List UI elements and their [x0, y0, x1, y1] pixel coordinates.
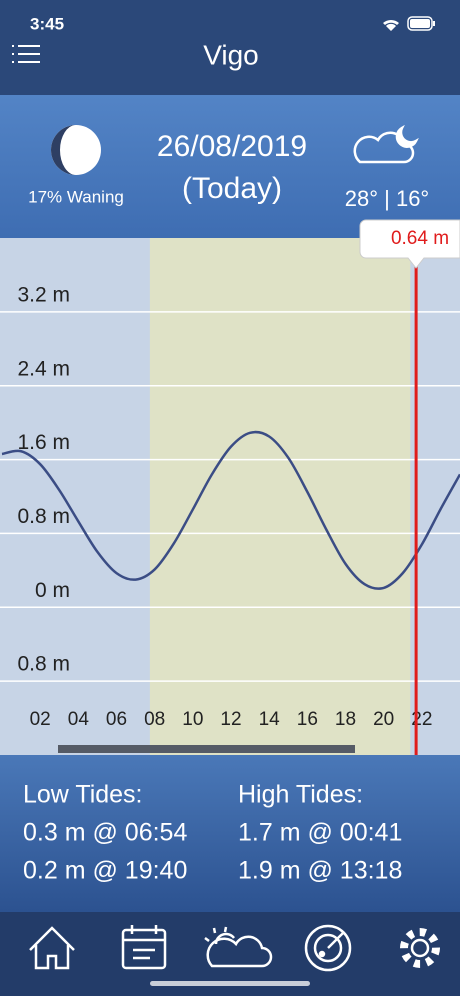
low-tides-title: Low Tides:: [23, 781, 143, 809]
high-tides-title: High Tides:: [238, 781, 363, 809]
x-tick-label: 06: [106, 709, 127, 730]
low-tide: 0.2 m @ 19:40: [23, 857, 187, 885]
value-callout: [359, 219, 460, 269]
y-tick-label: 0 m: [35, 579, 70, 602]
settings-tab[interactable]: [400, 928, 440, 968]
calendar-tab[interactable]: [121, 925, 167, 970]
high-tide: 1.7 m @ 00:41: [238, 819, 402, 847]
x-tick-label: 12: [220, 709, 241, 730]
low-tide: 0.3 m @ 06:54: [23, 819, 187, 847]
y-tick-label: 0.8 m: [17, 505, 70, 528]
weather-tab[interactable]: [204, 926, 273, 968]
y-tick-label: 0.8 m: [17, 653, 70, 676]
status-icons: [383, 16, 435, 31]
scroll-indicator: [58, 745, 355, 753]
y-tick-label: 3.2 m: [17, 283, 70, 306]
x-tick-label: 14: [259, 709, 281, 730]
date: 26/08/2019: [157, 130, 307, 163]
moon-icon: [51, 125, 101, 175]
y-tick-label: 1.6 m: [17, 431, 70, 454]
tide-line: [1, 430, 460, 590]
x-tick-label: 10: [182, 709, 203, 730]
home-tab[interactable]: [29, 926, 75, 970]
x-tick-label: 02: [30, 709, 51, 730]
moon-phase: 17% Waning: [28, 187, 124, 206]
x-tick-label: 18: [335, 709, 356, 730]
weather-icon: [353, 124, 419, 164]
x-tick-label: 16: [297, 709, 318, 730]
status-time: 3:45: [30, 14, 64, 33]
menu-button[interactable]: [12, 45, 40, 63]
x-tick-label: 20: [373, 709, 394, 730]
radar-tab[interactable]: [304, 924, 352, 972]
x-tick-label: 08: [144, 709, 165, 730]
tide-chart: 3.2 m 2.4 m 1.6 m 0.8 m 0 m 0.8 m 02 04 06 08 10 12…: [0, 219, 460, 755]
temperature: 28° | 16°: [345, 186, 429, 211]
day-label: (Today): [182, 172, 282, 205]
current-value-label: 0.64 m: [391, 228, 449, 249]
daylight-band: [149, 238, 411, 755]
y-tick-label: 2.4 m: [17, 357, 70, 380]
nav-bar: [0, 0, 460, 95]
nav-title: Vigo: [203, 39, 259, 70]
tides-panel: [0, 755, 460, 912]
high-tide: 1.9 m @ 13:18: [238, 857, 402, 885]
home-indicator: [150, 981, 310, 986]
x-tick-label: 22: [411, 709, 432, 730]
x-tick-label: 04: [68, 709, 90, 730]
